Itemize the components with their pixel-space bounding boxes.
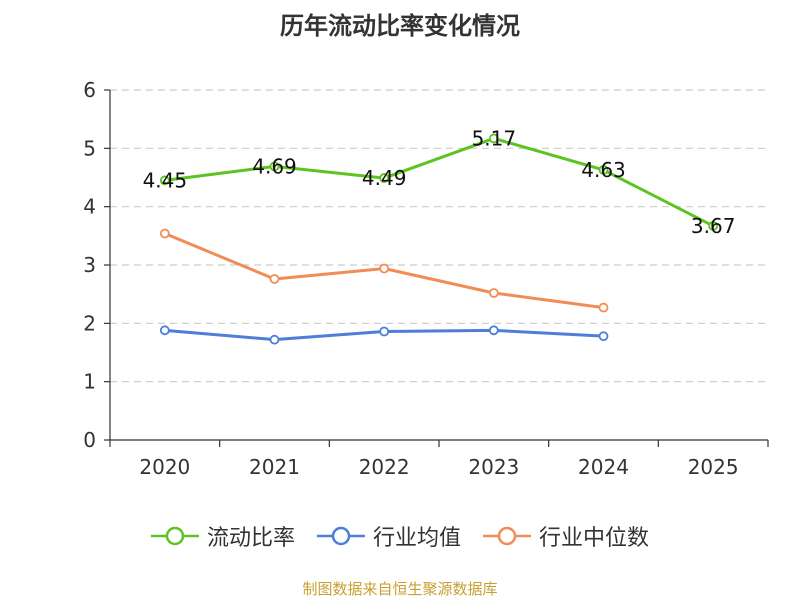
y-tick-label: 4 <box>83 195 96 219</box>
data-point <box>598 165 609 175</box>
legend-item-industry-median[interactable]: 行业中位数 <box>483 520 649 552</box>
data-label: 4.69 <box>252 154 297 178</box>
data-point <box>488 325 499 336</box>
axes <box>104 89 769 447</box>
data-point <box>159 325 170 336</box>
data-point <box>708 221 719 231</box>
data-point <box>159 175 170 186</box>
data-point <box>488 288 499 298</box>
y-tick-label: 5 <box>83 136 96 160</box>
data-label: 4.49 <box>362 166 407 190</box>
x-tick-label: 2023 <box>468 455 519 479</box>
data-label: 3.67 <box>691 214 736 238</box>
x-tick-label: 2024 <box>578 455 629 479</box>
legend-label: 流动比率 <box>206 526 295 551</box>
data-label: 5.17 <box>472 126 517 150</box>
x-tick-label: 2025 <box>688 455 739 479</box>
data-labels: 4.45 4.69 4.49 5.17 4.63 3.67 <box>143 126 736 238</box>
x-tick-label: 2020 <box>139 455 190 479</box>
data-point <box>269 274 280 284</box>
legend-label: 行业均值 <box>372 526 461 551</box>
x-tick-label: 2021 <box>249 455 300 479</box>
data-point <box>598 302 609 313</box>
legend-item-current-ratio[interactable]: 流动比率 <box>150 520 295 552</box>
series-points <box>159 133 719 345</box>
data-point <box>379 263 390 274</box>
legend: 流动比率 行业均值 行业中位数 <box>0 520 800 552</box>
chart-title: 历年流动比率变化情况 <box>280 12 520 40</box>
data-label: 4.63 <box>581 158 626 182</box>
y-tick-label: 6 <box>83 78 96 102</box>
tick-labels: 0 1 2 3 4 5 6 2020 2021 2022 2023 2024 2025 <box>83 78 738 479</box>
legend-item-industry-mean[interactable]: 行业均值 <box>316 520 461 552</box>
y-tick-label: 1 <box>83 370 96 394</box>
data-point <box>379 173 390 183</box>
legend-line-icon <box>316 526 365 546</box>
y-tick-label: 0 <box>83 428 96 452</box>
legend-line-icon <box>483 526 531 546</box>
data-point <box>598 331 609 342</box>
gridlines <box>110 89 768 383</box>
y-tick-label: 3 <box>83 253 96 277</box>
series-line <box>164 136 714 228</box>
data-point <box>488 133 499 144</box>
data-source-note: 制图数据来自恒生聚源数据库 <box>302 580 498 598</box>
data-point <box>379 326 390 337</box>
data-label: 4.45 <box>143 168 188 192</box>
y-tick-label: 2 <box>83 311 96 335</box>
data-point <box>269 161 280 172</box>
legend-line-icon <box>150 526 199 546</box>
data-point <box>159 228 170 239</box>
series-lines <box>164 136 714 342</box>
x-tick-label: 2022 <box>359 455 410 479</box>
data-point <box>269 334 280 345</box>
legend-label: 行业中位数 <box>539 526 650 551</box>
